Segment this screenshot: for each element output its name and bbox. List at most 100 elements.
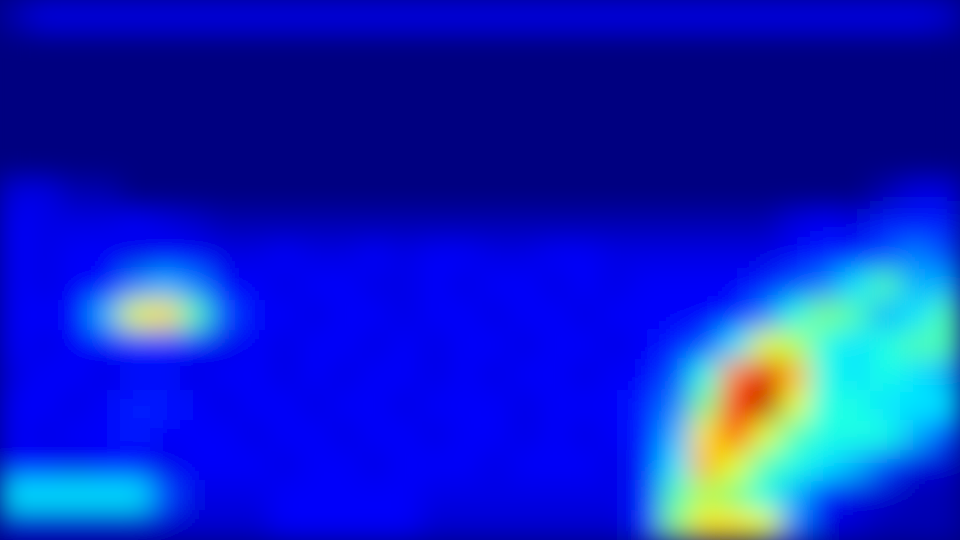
heat-cell [930, 270, 960, 301]
heat-cell [210, 210, 241, 241]
heat-cell [30, 330, 61, 361]
heat-cell [180, 120, 211, 151]
heat-cell [390, 390, 421, 421]
heat-cell [180, 510, 211, 540]
heat-cell [570, 60, 601, 91]
heat-cell [300, 480, 331, 511]
heat-cell [420, 300, 451, 331]
heat-cell [750, 30, 781, 61]
heat-cell [660, 270, 691, 301]
heat-cell [420, 120, 451, 151]
heat-cell [120, 180, 151, 211]
heat-cell [0, 390, 31, 421]
heat-cell [180, 90, 211, 121]
heat-cell [390, 150, 421, 181]
heat-cell [630, 480, 661, 511]
heat-cell [810, 120, 841, 151]
heat-cell [480, 270, 511, 301]
heat-cell [30, 90, 61, 121]
heat-cell [570, 30, 601, 61]
heat-cell [180, 0, 211, 31]
heat-cell [0, 420, 31, 451]
heat-cell [30, 510, 61, 540]
heat-cell [510, 240, 541, 271]
heat-cell [180, 180, 211, 211]
heat-cell [270, 510, 301, 540]
heat-cell [180, 300, 211, 331]
heat-cell [630, 120, 661, 151]
heat-cell [120, 240, 151, 271]
heat-cell [510, 330, 541, 361]
heat-cell [750, 330, 781, 361]
heat-cell [840, 60, 871, 91]
heat-cell [870, 60, 901, 91]
heat-cell [810, 60, 841, 91]
heat-cell [930, 420, 960, 451]
heat-cell [840, 240, 871, 271]
heat-cell [570, 420, 601, 451]
heat-cell [810, 450, 841, 481]
heat-cell [780, 270, 811, 301]
heat-cell [930, 240, 960, 271]
heat-cell [450, 180, 481, 211]
heat-cell [690, 450, 721, 481]
heat-cell [120, 330, 151, 361]
heat-cell [720, 240, 751, 271]
heat-cell [720, 360, 751, 391]
heat-cell [420, 210, 451, 241]
heat-cell [270, 210, 301, 241]
heat-cell [480, 300, 511, 331]
heat-cell [210, 120, 241, 151]
heat-cell [480, 450, 511, 481]
heat-cell [30, 120, 61, 151]
heat-cell [900, 420, 931, 451]
heat-cell [240, 450, 271, 481]
heat-cell [210, 420, 241, 451]
heat-cell [840, 330, 871, 361]
heat-cell [90, 270, 121, 301]
heat-cell [540, 510, 571, 540]
heat-cell [600, 90, 631, 121]
heat-cell [330, 270, 361, 301]
heat-cell [900, 0, 931, 31]
heat-cell [390, 240, 421, 271]
heat-cell [510, 300, 541, 331]
heat-cell [90, 450, 121, 481]
heat-cell [750, 360, 781, 391]
heat-cell [450, 120, 481, 151]
heat-cell [870, 480, 901, 511]
heat-cell [480, 0, 511, 31]
heat-cell [660, 360, 691, 391]
heat-cell [930, 300, 960, 331]
heat-cell [570, 180, 601, 211]
heat-cell [330, 30, 361, 61]
heat-cell [270, 450, 301, 481]
heat-cell [780, 180, 811, 211]
heat-cell [360, 120, 391, 151]
heat-cell [780, 420, 811, 451]
heat-cell [180, 30, 211, 61]
heat-cell [870, 90, 901, 121]
heat-cell [330, 60, 361, 91]
heat-cell [240, 480, 271, 511]
heat-cell [870, 210, 901, 241]
heat-cell [330, 300, 361, 331]
heat-cell [600, 480, 631, 511]
heat-cell [840, 0, 871, 31]
heat-cell [360, 510, 391, 540]
heat-cell [300, 390, 331, 421]
heat-cell [390, 330, 421, 361]
heat-cell [240, 330, 271, 361]
heat-cell [90, 300, 121, 331]
heat-cell [870, 420, 901, 451]
heat-cell [60, 60, 91, 91]
heat-cell [840, 180, 871, 211]
heat-cell [780, 390, 811, 421]
heat-cell [600, 60, 631, 91]
heat-cell [30, 210, 61, 241]
heat-cell [870, 150, 901, 181]
heat-cell [30, 360, 61, 391]
heat-cell [930, 510, 960, 540]
heat-cell [240, 270, 271, 301]
heat-cell [720, 420, 751, 451]
